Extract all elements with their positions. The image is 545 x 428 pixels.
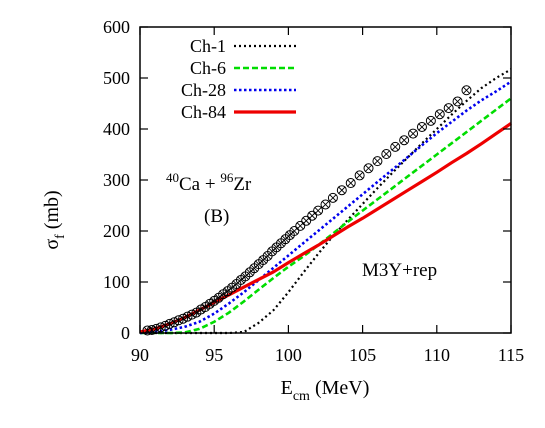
legend-label-ch-1: Ch-1 [190, 36, 226, 56]
x-tick-label: 110 [424, 345, 450, 365]
axis-ticks: 90 95 100 105 110 115 0 100 200 300 400 500 600 [103, 17, 524, 365]
series-line-ch-6 [140, 97, 512, 335]
data-point [301, 215, 312, 226]
data-point [313, 205, 324, 216]
y-tick-label: 300 [103, 170, 130, 190]
reaction-element-1: Ca + [179, 174, 220, 195]
y-tick-label: 0 [121, 323, 130, 343]
x-tick-label: 95 [205, 345, 223, 365]
legend-label-ch-6: Ch-6 [190, 58, 226, 78]
x-axis-title-unit: (MeV) [310, 377, 369, 399]
series-line-ch-84 [139, 122, 512, 334]
x-axis-title-main: E [281, 377, 293, 399]
data-point [452, 96, 463, 107]
series-line-ch-1 [140, 68, 512, 335]
data-point [327, 192, 338, 203]
panel-label: (B) [204, 206, 229, 227]
experimental-points [142, 85, 472, 336]
potential-label: M3Y+rep [362, 260, 437, 281]
reaction-label: 40Ca + 96Zr [166, 170, 252, 195]
data-point [307, 210, 318, 221]
data-point [461, 85, 472, 96]
data-point [408, 128, 419, 139]
y-tick-label: 400 [103, 119, 130, 139]
data-point [372, 156, 383, 167]
data-point [399, 135, 410, 146]
data-point [354, 170, 365, 181]
y-tick-label: 500 [103, 68, 130, 88]
legend-label-ch-84: Ch-84 [181, 102, 226, 122]
data-point [289, 226, 300, 236]
data-point [434, 109, 445, 120]
x-axis-title-sub: cm [293, 389, 310, 404]
data-point [390, 141, 401, 152]
y-axis-title-unit: (mb) [41, 190, 63, 234]
data-point [381, 148, 392, 159]
legend-label-ch-28: Ch-28 [181, 80, 226, 100]
data-point [363, 163, 374, 174]
y-tick-label: 600 [103, 17, 130, 37]
x-axis-title: Ecm (MeV) [281, 377, 370, 404]
y-axis-title-main: σ [41, 239, 63, 250]
x-tick-label: 90 [131, 345, 149, 365]
data-point [425, 115, 436, 126]
data-point [443, 103, 454, 114]
x-tick-label: 115 [498, 345, 524, 365]
data-point [320, 199, 331, 210]
series-line-ch-28 [139, 80, 512, 335]
x-tick-label: 105 [349, 345, 376, 365]
y-tick-label: 100 [103, 272, 130, 292]
y-axis-title-sub: f [53, 234, 68, 239]
reaction-mass-1: 40 [166, 170, 179, 185]
reaction-mass-2: 96 [220, 170, 234, 185]
data-point [416, 121, 427, 132]
x-tick-label: 100 [275, 345, 302, 365]
data-point [336, 185, 347, 196]
reaction-element-2: Zr [233, 174, 252, 195]
data-point [345, 178, 356, 189]
y-tick-label: 200 [103, 221, 130, 241]
y-axis-title: σf (mb) [41, 190, 68, 249]
data-point [295, 220, 306, 231]
